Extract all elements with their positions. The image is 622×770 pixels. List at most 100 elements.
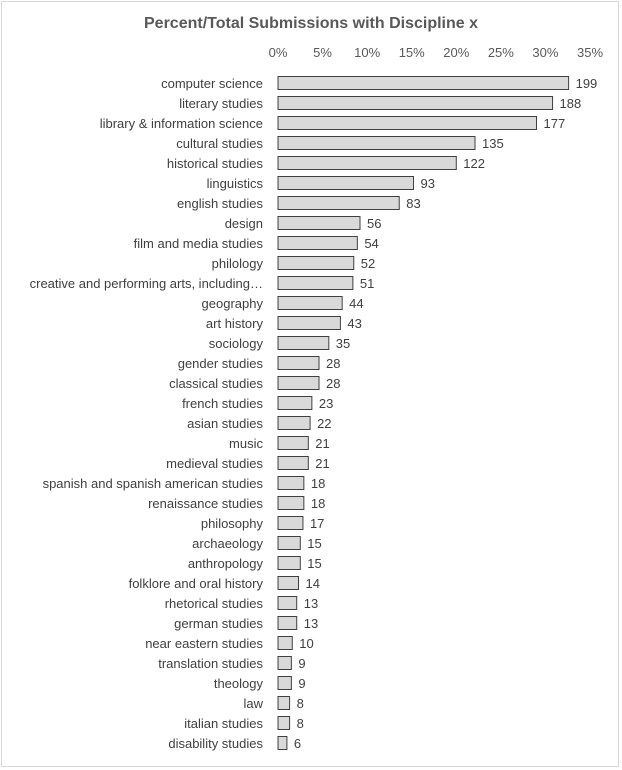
data-label: 122 <box>463 156 485 171</box>
category-label: rhetorical studies <box>165 596 264 611</box>
data-label: 51 <box>360 276 374 291</box>
data-label: 199 <box>576 76 598 91</box>
data-label: 6 <box>294 736 301 751</box>
bar <box>277 516 304 530</box>
bar <box>277 296 343 310</box>
category-label: library & information science <box>100 116 263 131</box>
category-label: gender studies <box>178 356 264 371</box>
data-label: 15 <box>307 556 321 571</box>
data-label: 13 <box>304 616 318 631</box>
data-label: 8 <box>297 716 304 731</box>
category-label: anthropology <box>188 556 264 571</box>
x-tick-label: 5% <box>313 45 332 60</box>
data-label: 135 <box>482 136 504 151</box>
bar <box>277 256 355 270</box>
chart-title: Percent/Total Submissions with Disciplin… <box>144 15 478 32</box>
data-label: 52 <box>361 256 375 271</box>
category-label: literary studies <box>179 96 263 111</box>
category-label: theology <box>214 676 264 691</box>
bar <box>277 96 554 110</box>
bar <box>277 496 305 510</box>
x-tick-label: 10% <box>354 45 380 60</box>
category-label: disability studies <box>168 736 263 751</box>
data-label: 56 <box>367 216 381 231</box>
data-label: 17 <box>310 516 324 531</box>
data-label: 10 <box>299 636 313 651</box>
category-label: italian studies <box>184 716 263 731</box>
category-label: computer science <box>161 76 263 91</box>
x-tick-label: 25% <box>488 45 514 60</box>
bar <box>277 716 291 730</box>
bar <box>277 696 291 710</box>
category-label: linguistics <box>207 176 264 191</box>
category-label: english studies <box>177 196 263 211</box>
bar <box>277 136 476 150</box>
data-label: 35 <box>336 336 350 351</box>
bar <box>277 196 400 210</box>
category-label: archaeology <box>192 536 263 551</box>
category-label: classical studies <box>169 376 263 391</box>
data-label: 28 <box>326 376 340 391</box>
x-tick-label: 0% <box>269 45 288 60</box>
category-label: asian studies <box>187 416 263 431</box>
category-label: film and media studies <box>134 236 264 251</box>
data-label: 21 <box>315 436 329 451</box>
data-label: 15 <box>307 536 321 551</box>
category-label: geography <box>202 296 264 311</box>
data-label: 22 <box>317 416 331 431</box>
bar <box>277 736 288 750</box>
bar <box>277 216 361 230</box>
bar <box>277 476 305 490</box>
bars <box>277 76 570 750</box>
category-label: philology <box>212 256 264 271</box>
x-tick-label: 15% <box>399 45 425 60</box>
bar <box>277 236 358 250</box>
x-tick-label: 20% <box>443 45 469 60</box>
data-label: 44 <box>349 296 363 311</box>
x-tick-label: 35% <box>577 45 603 60</box>
category-label: historical studies <box>167 156 264 171</box>
bar <box>277 336 330 350</box>
bar <box>277 576 300 590</box>
x-axis-ticks: 0% 5% 10% 15% 20% 25% 30% 35% <box>269 45 604 60</box>
data-label: 21 <box>315 456 329 471</box>
bar <box>277 536 301 550</box>
category-label: design <box>225 216 263 231</box>
bar <box>277 676 292 690</box>
category-label: cultural studies <box>176 136 263 151</box>
category-label: german studies <box>174 616 263 631</box>
data-label: 9 <box>298 676 305 691</box>
category-label: translation studies <box>158 656 263 671</box>
bar <box>277 556 301 570</box>
data-label: 93 <box>420 176 434 191</box>
category-label: near eastern studies <box>145 636 263 651</box>
category-labels: computer science literary studies library … <box>30 76 264 751</box>
bar <box>277 276 354 290</box>
data-label: 28 <box>326 356 340 371</box>
bar <box>277 656 292 670</box>
data-label: 83 <box>406 196 420 211</box>
data-label: 188 <box>560 96 582 111</box>
bar <box>277 76 570 90</box>
category-label: renaissance studies <box>148 496 263 511</box>
data-label: 18 <box>311 496 325 511</box>
data-label: 23 <box>319 396 333 411</box>
category-label: music <box>229 436 263 451</box>
category-label: spanish and spanish american studies <box>43 476 264 491</box>
bar <box>277 596 298 610</box>
category-label: philosophy <box>201 516 264 531</box>
category-label: folklore and oral history <box>129 576 264 591</box>
bar <box>277 416 311 430</box>
category-label: creative and performing arts, including… <box>30 276 263 291</box>
bar <box>277 616 298 630</box>
category-label: medieval studies <box>166 456 263 471</box>
bar <box>277 376 320 390</box>
data-label: 9 <box>298 656 305 671</box>
x-tick-label: 30% <box>532 45 558 60</box>
bar <box>277 436 309 450</box>
data-label: 13 <box>304 596 318 611</box>
bar <box>277 356 320 370</box>
bar <box>277 396 313 410</box>
bar <box>277 636 293 650</box>
